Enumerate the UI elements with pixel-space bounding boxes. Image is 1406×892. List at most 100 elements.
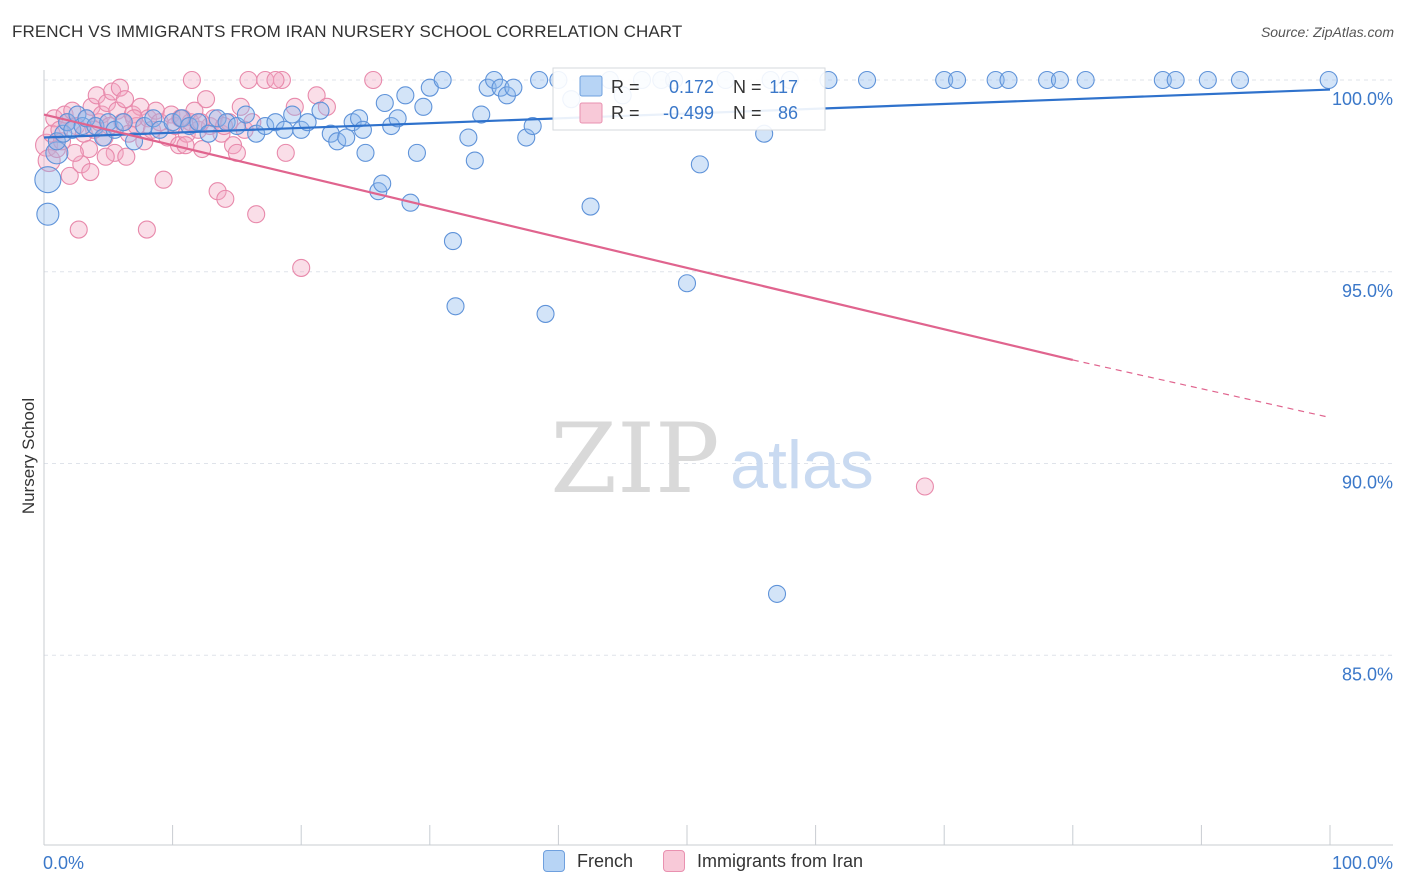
french-point xyxy=(172,109,191,128)
french-point xyxy=(1198,70,1217,90)
french-point xyxy=(298,113,317,132)
iran-point xyxy=(239,70,258,90)
french-point xyxy=(536,304,555,323)
legend-iran-n-value: 86 xyxy=(778,103,798,123)
iran-trend-extension xyxy=(1072,359,1331,419)
french-point xyxy=(283,105,302,124)
french-point xyxy=(677,274,697,293)
iran-point xyxy=(364,70,383,90)
french-point xyxy=(690,155,709,174)
y-tick-label: 90.0% xyxy=(1342,473,1393,493)
iran-point xyxy=(216,189,235,208)
iran-point xyxy=(162,105,181,124)
iran-point xyxy=(65,143,84,162)
iran-point xyxy=(60,166,79,185)
french-point xyxy=(180,116,199,136)
legend-french-n-value: 117 xyxy=(769,77,798,97)
french-point xyxy=(433,70,452,90)
iran-point xyxy=(105,143,124,162)
iran-point xyxy=(193,139,212,159)
axes xyxy=(43,70,1393,846)
series-legend-french[interactable]: French xyxy=(542,850,633,872)
iran-point xyxy=(276,143,295,162)
french-point xyxy=(144,109,163,128)
iran-point xyxy=(79,139,99,159)
french-point xyxy=(114,113,133,132)
french-point xyxy=(857,70,877,90)
french-point xyxy=(328,132,347,151)
iran-point xyxy=(154,170,173,189)
chart-title: FRENCH VS IMMIGRANTS FROM IRAN NURSERY S… xyxy=(12,22,683,41)
french-point xyxy=(375,93,394,113)
watermark-zip: ZIP xyxy=(550,403,719,515)
french-point xyxy=(353,120,372,139)
iran-point xyxy=(137,220,156,239)
french-point xyxy=(414,97,433,116)
iran-point xyxy=(196,90,216,109)
french-point xyxy=(935,70,954,90)
french-point xyxy=(1153,70,1172,90)
french-point xyxy=(208,109,227,128)
iran-point xyxy=(266,70,285,90)
french-point xyxy=(388,109,407,128)
french-point xyxy=(407,143,426,162)
legend-iran-r-label: R = xyxy=(611,103,640,123)
french-point xyxy=(581,197,600,216)
french-point xyxy=(396,86,415,105)
y-axis-title: Nursery School xyxy=(19,398,38,514)
iran-point xyxy=(87,86,106,105)
y-tick-label: 95.0% xyxy=(1342,281,1393,301)
series-legend-iran[interactable]: Immigrants from Iran xyxy=(662,850,864,872)
french-point xyxy=(767,584,787,603)
french-point xyxy=(472,105,491,124)
iran-point xyxy=(176,136,195,155)
iran-points xyxy=(35,70,934,496)
french-point xyxy=(986,70,1005,90)
french-point xyxy=(504,78,523,97)
iran-point xyxy=(117,147,136,166)
french-point xyxy=(382,116,401,136)
source-credit: Source: ZipAtlas.com xyxy=(1260,24,1394,40)
iran-point xyxy=(292,258,311,277)
grid-lines: 85.0% 90.0% 95.0% 100.0% xyxy=(44,79,1393,684)
french-point xyxy=(163,113,182,132)
iran-point xyxy=(69,220,88,239)
legend-french-swatch xyxy=(579,75,603,97)
french-points xyxy=(34,70,1338,603)
stats-legend: R = 0.172 N = 117 R = -0.499 N = 86 xyxy=(552,67,826,131)
iran-point xyxy=(272,70,291,90)
legend-iran-swatch xyxy=(579,102,603,124)
french-point xyxy=(517,128,536,147)
french-point xyxy=(236,105,255,124)
iran-point xyxy=(82,97,101,116)
french-point xyxy=(36,202,60,226)
french-point xyxy=(1230,70,1250,90)
iran-point xyxy=(915,477,934,496)
french-point xyxy=(34,166,62,194)
french-point xyxy=(478,78,497,97)
x-tick-label-max: 100.0% xyxy=(1332,853,1393,873)
french-point xyxy=(292,120,311,139)
french-point xyxy=(459,128,478,147)
iran-point xyxy=(208,182,227,201)
iran-point xyxy=(182,70,201,90)
iran-point xyxy=(96,147,115,166)
french-point xyxy=(1038,70,1057,90)
legend-iran-n-label: N = xyxy=(733,103,762,123)
iran-point xyxy=(97,93,117,113)
x-tick-label-min: 0.0% xyxy=(43,853,84,873)
legend-french-r-value: 0.172 xyxy=(669,77,714,97)
french-point xyxy=(446,297,465,316)
iran-legend-label: Immigrants from Iran xyxy=(696,850,864,871)
french-point xyxy=(1076,70,1095,90)
iran-point xyxy=(247,205,266,224)
watermark-atlas: atlas xyxy=(730,427,874,503)
french-point xyxy=(199,124,218,143)
iran-point xyxy=(81,162,100,182)
iran-swatch xyxy=(662,850,685,872)
french-point xyxy=(356,143,375,162)
series-legend: French Immigrants from Iran xyxy=(0,850,1406,872)
watermark: ZIP atlas xyxy=(550,403,873,515)
iran-point xyxy=(307,86,326,105)
french-point xyxy=(485,70,504,90)
